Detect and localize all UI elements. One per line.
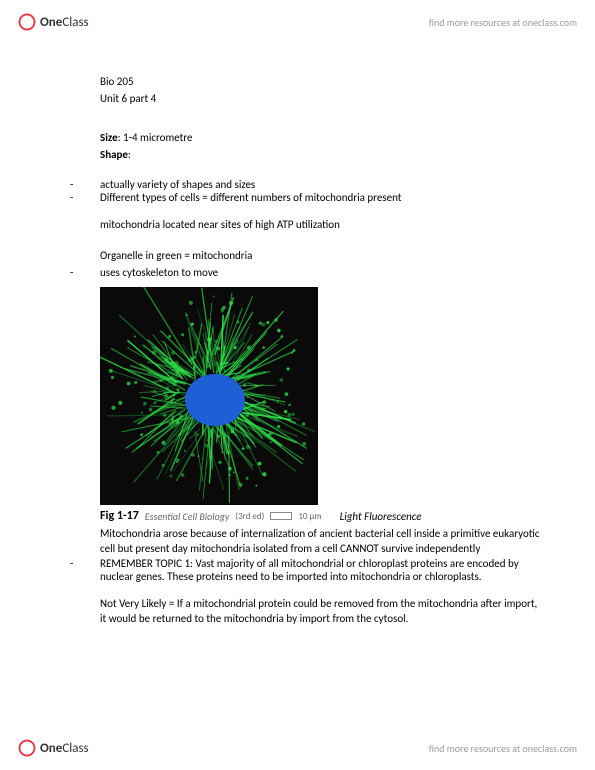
brand-one: One — [40, 741, 62, 756]
figure-label: Fig 1-17 — [100, 509, 139, 523]
bullet-item: - Different types of cells = different n… — [70, 191, 540, 204]
scale-bar — [270, 512, 292, 520]
bullet-text: uses cytoskeleton to move — [100, 266, 540, 279]
shape-line: Shape: — [100, 148, 540, 163]
bullet-dash: - — [70, 557, 100, 583]
fluorescence-label: Light Fluorescence — [340, 510, 422, 523]
atp-line: mitochondria located near sites of high … — [100, 218, 540, 233]
footer-tagline: find more resources at oneclass.com — [429, 742, 577, 755]
size-label: Size — [100, 131, 118, 144]
brand-one: One — [40, 15, 62, 30]
document-body: Bio 205 Unit 6 part 4 Size: 1-4 micromet… — [70, 75, 540, 626]
not-likely-para: Not Very Likely = If a mitochondrial pro… — [100, 597, 540, 627]
scale-text: 10 μm — [298, 511, 321, 522]
bullet-item: - REMEMBER TOPIC 1: Vast majority of all… — [70, 557, 540, 583]
brand-class: Class — [62, 15, 88, 30]
header-tagline: find more resources at oneclass.com — [429, 16, 577, 29]
page-footer: OneClass find more resources at oneclass… — [0, 734, 595, 762]
size-value: : 1-4 micrometre — [118, 131, 193, 144]
brand-logo: OneClass — [18, 739, 89, 757]
unit-heading: Unit 6 part 4 — [100, 92, 540, 107]
fluorescence-figure — [100, 287, 540, 505]
shape-label: Shape — [100, 148, 128, 161]
size-line: Size: 1-4 micrometre — [100, 131, 540, 146]
cell-micrograph — [100, 287, 318, 505]
brand-class: Class — [62, 741, 88, 756]
shape-colon: : — [128, 148, 131, 161]
bullet-dash: - — [70, 178, 100, 191]
bullet-text: REMEMBER TOPIC 1: Vast majority of all m… — [100, 557, 540, 583]
page-header: OneClass find more resources at oneclass… — [0, 8, 595, 36]
bullet-dash: - — [70, 191, 100, 204]
brand-logo: OneClass — [18, 13, 89, 31]
logo-icon — [18, 13, 36, 31]
logo-icon — [18, 739, 36, 757]
course-code: Bio 205 — [100, 75, 540, 90]
figure-edition: (3rd ed) — [235, 511, 264, 522]
mitochondria-origin-para: Mitochondria arose because of internaliz… — [100, 527, 540, 557]
figure-book: Essential Cell Biology — [145, 510, 230, 523]
figure-caption: Fig 1-17 Essential Cell Biology (3rd ed)… — [100, 509, 540, 523]
bullet-dash: - — [70, 266, 100, 279]
bullet-text: Different types of cells = different num… — [100, 191, 540, 204]
bullet-text: actually variety of shapes and sizes — [100, 178, 540, 191]
bullet-item: - actually variety of shapes and sizes — [70, 178, 540, 191]
green-line: Organelle in green = mitochondria — [100, 249, 540, 264]
bullet-item: - uses cytoskeleton to move — [70, 266, 540, 279]
